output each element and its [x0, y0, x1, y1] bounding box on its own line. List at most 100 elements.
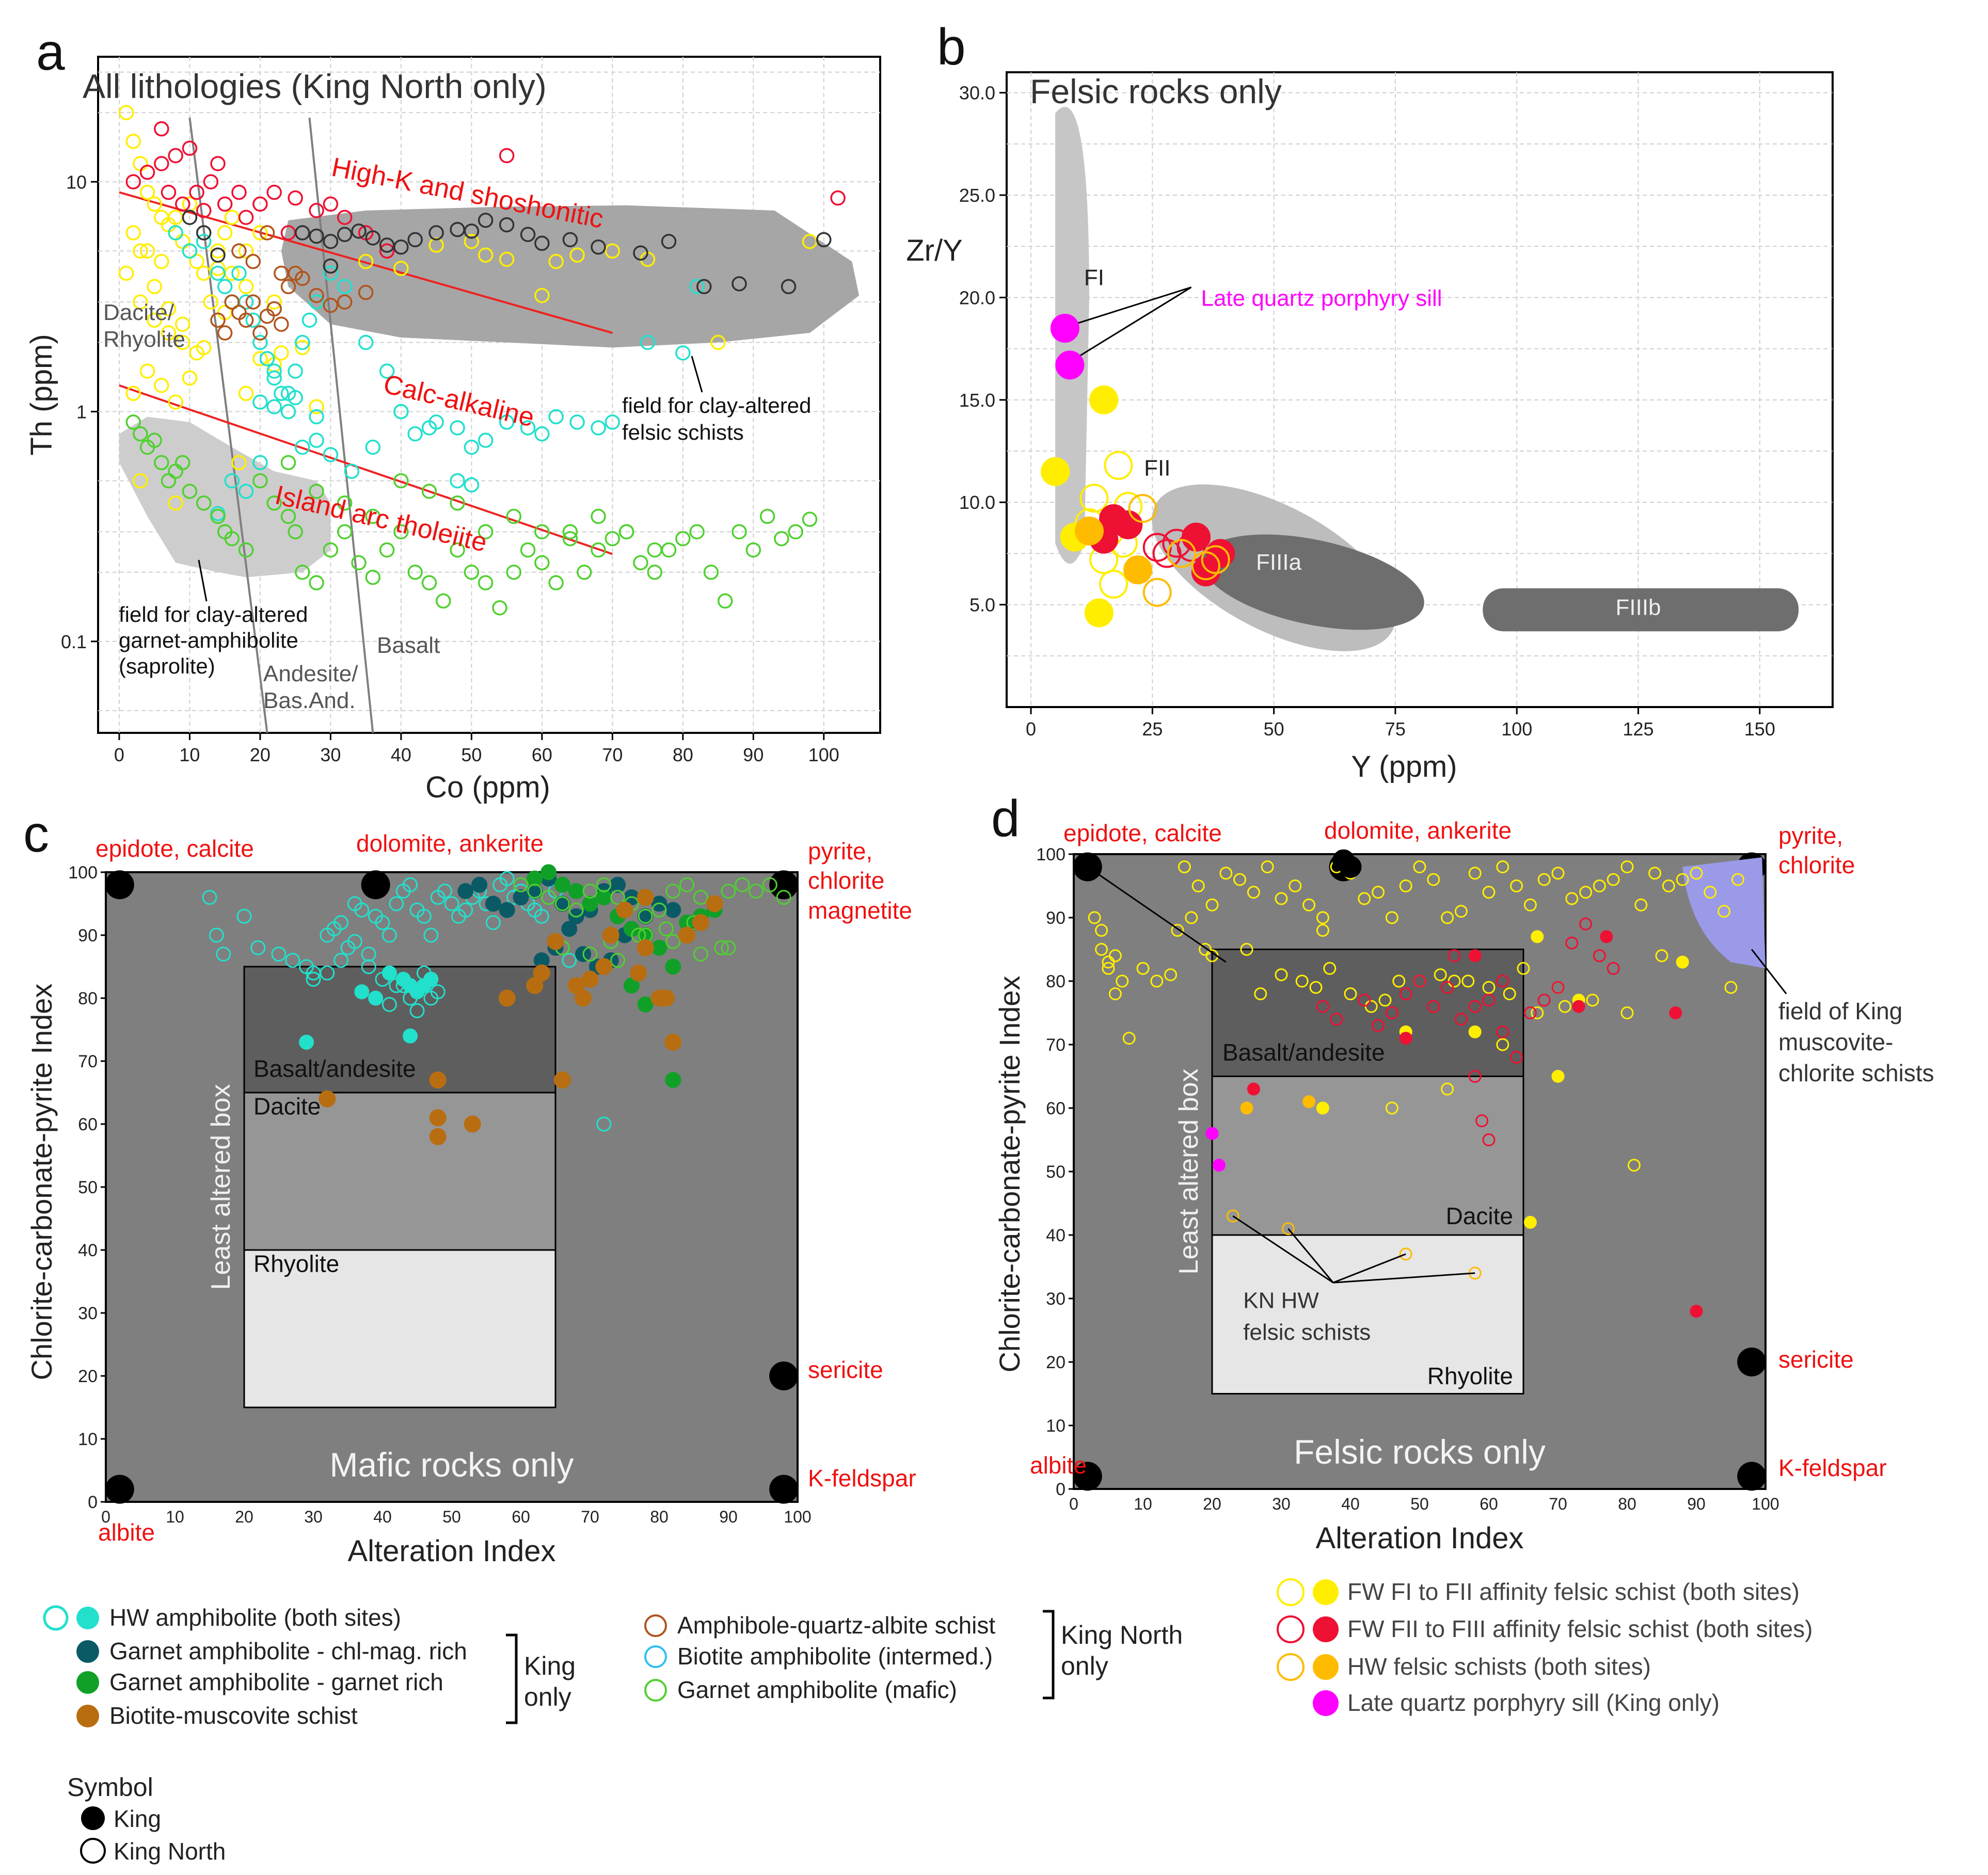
data-point-lightgreen_open: [679, 877, 695, 892]
data-point-lightgreen: [788, 524, 803, 540]
data-point-green: [665, 1072, 681, 1088]
leader-line: [1074, 286, 1192, 325]
data-point-yellow_open: [1099, 569, 1128, 599]
data-point-yellow: [125, 225, 141, 241]
legend-marker-filled: [76, 1640, 99, 1663]
data-point-yellow_open: [1468, 867, 1482, 880]
data-point-red: [323, 196, 339, 212]
data-point-teal: [513, 889, 529, 906]
data-point-red_filled: [1114, 510, 1143, 539]
y-tick-label: 50: [1046, 1162, 1065, 1182]
y-axis-label: Chlorite-carbonate-pyrite Index: [993, 976, 1026, 1373]
data-point-cyan_open: [333, 915, 349, 931]
data-point-amphqa: [358, 284, 374, 300]
endmember-label: sericite: [1778, 1346, 1854, 1373]
data-point-teal: [485, 895, 501, 912]
data-point-yellow_open: [1275, 892, 1288, 905]
data-point-yellow_open: [1482, 886, 1496, 899]
data-point-cyan_open: [562, 953, 577, 968]
data-point-lightgreen_open: [721, 884, 736, 899]
legend-marker-open: [43, 1605, 69, 1631]
box-dacite: [1211, 1076, 1524, 1236]
leader-line: [1232, 1215, 1334, 1284]
data-point-yellow: [499, 251, 515, 267]
symbol-king-north-label: King North: [114, 1838, 226, 1865]
data-point-yellow_open: [1648, 867, 1662, 880]
data-point-lightgreen_open: [610, 953, 626, 968]
endmember-label: albite: [98, 1519, 155, 1546]
data-point-red_filled: [1669, 1006, 1682, 1019]
muscovite-chlorite-field: [1682, 857, 1766, 969]
box-rhyolite: [1211, 1234, 1524, 1395]
data-point-yellow_open: [1275, 968, 1288, 982]
data-point-brown: [319, 1090, 336, 1108]
data-point-brown: [637, 889, 654, 906]
x-tick-label: 50: [461, 744, 482, 765]
data-point-lightgreen: [393, 473, 409, 489]
x-tick-label: 60: [1480, 1495, 1498, 1513]
x-tick-label: 0: [1026, 718, 1036, 740]
data-point-gray: [393, 239, 409, 255]
data-point-lightgreen: [280, 455, 296, 471]
y-tick-label: 60: [78, 1115, 98, 1134]
data-point-cyan: [280, 386, 296, 402]
data-point-yellow_open: [1104, 451, 1133, 480]
y-axis-label: Th (ppm): [25, 334, 58, 455]
data-point-yellow: [252, 225, 268, 241]
data-point-amphqa: [245, 253, 261, 269]
data-point-lightgreen: [365, 569, 381, 585]
data-point-yellow: [133, 473, 148, 489]
legend-marker-filled: [76, 1607, 99, 1629]
endmember-label: dolomite, ankerite: [1324, 817, 1512, 844]
legend-marker-filled: [1313, 1616, 1339, 1642]
data-point-yellow_open: [1233, 873, 1247, 886]
data-point-cyan: [605, 414, 621, 430]
data-point-yellow: [217, 225, 233, 241]
data-point-brown: [575, 989, 592, 1007]
panel-letter-a: a: [36, 23, 65, 81]
panel-a-frame: [97, 56, 881, 734]
x-tick-label: 30: [304, 1508, 323, 1526]
data-point-amphqa: [259, 225, 275, 241]
data-point-lightgreen: [478, 575, 494, 590]
data-point-lightgreen: [365, 508, 381, 524]
data-point-yellow_open: [1385, 1101, 1398, 1115]
x-tick-label: 20: [250, 744, 271, 765]
data-point-teal: [610, 876, 626, 893]
data-point-cyan_open: [389, 896, 404, 911]
data-point-lightgreen: [520, 542, 536, 558]
data-point-cyan: [344, 463, 360, 479]
box-basalt-andesite: [243, 966, 556, 1094]
data-point-yellow_open: [1364, 1000, 1378, 1013]
data-point-cyan: [309, 294, 324, 310]
data-point-brown: [581, 970, 599, 988]
data-point-red_open: [1330, 1013, 1343, 1026]
leader-line: [198, 559, 208, 602]
data-point-yellow_open: [1586, 993, 1599, 1007]
data-point-lightgreen: [436, 593, 451, 609]
y-tick-label: 10: [1046, 1416, 1065, 1436]
data-point-yellow_open: [1199, 943, 1212, 956]
data-point-lightgreen: [492, 600, 507, 616]
rock-boundary-line: [308, 117, 374, 733]
data-point-lightgreen: [534, 555, 550, 571]
legend-marker-filled: [1313, 1654, 1339, 1680]
data-point-gray: [499, 217, 515, 233]
data-point-magenta: [1205, 1127, 1219, 1140]
data-point-cyan: [295, 334, 310, 350]
data-point-yellow_open: [1620, 1006, 1634, 1019]
legend-bracket: [1043, 1610, 1055, 1700]
x-tick-label: 90: [743, 744, 764, 765]
data-point-yellow_open: [1551, 867, 1565, 880]
data-point-yellow_open: [1392, 974, 1406, 988]
data-point-yellow: [464, 234, 480, 249]
data-point-yellow_open: [1690, 867, 1703, 880]
least-altered-box-label: Least altered box: [206, 1084, 236, 1290]
data-point-lightgreen: [351, 555, 367, 571]
data-point-yellow_open: [1178, 860, 1191, 874]
data-point-red_open: [1372, 1019, 1385, 1032]
data-point-lightgreen: [450, 495, 465, 511]
data-point-brown: [692, 914, 709, 932]
data-point-amphqa: [224, 294, 240, 310]
data-point-yellow: [231, 455, 247, 471]
